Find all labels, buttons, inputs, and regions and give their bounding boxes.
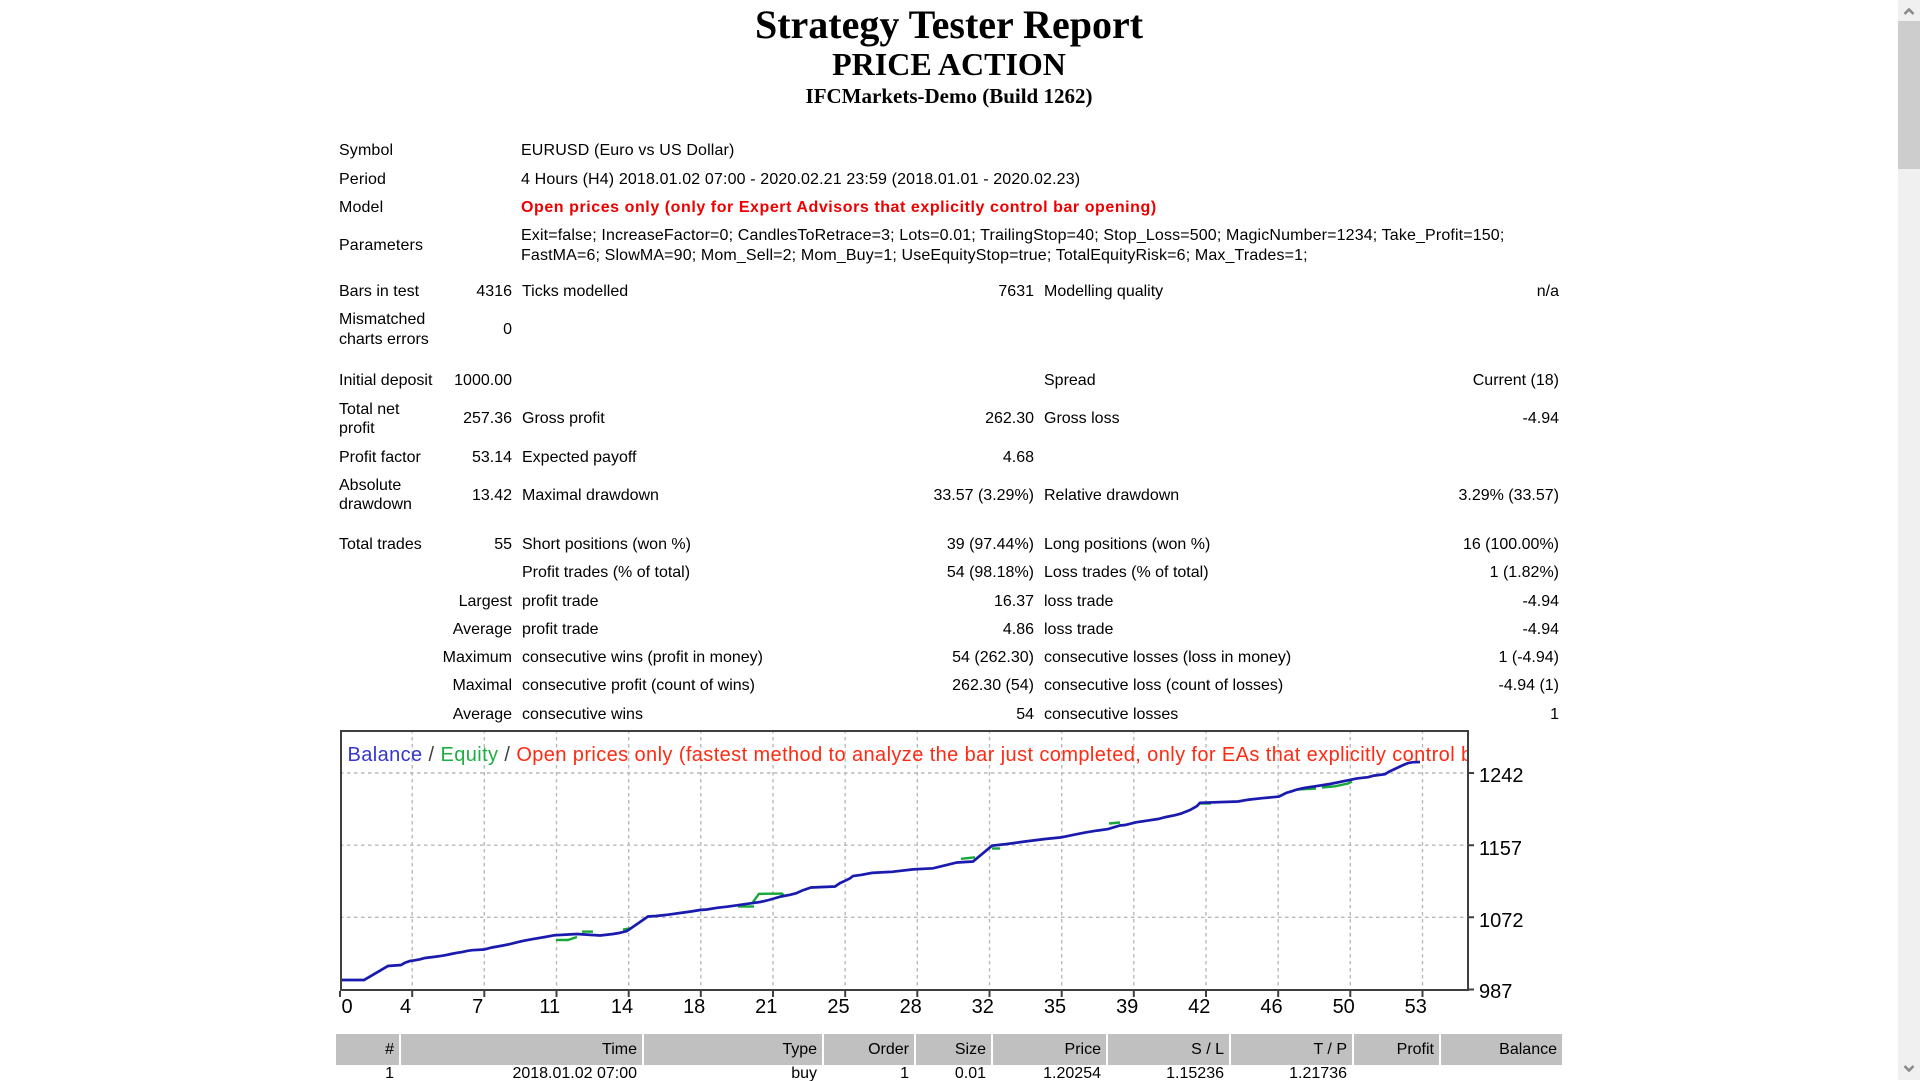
svg-text:28: 28	[900, 996, 922, 1018]
svg-text:Balance / Equity / Open prices: Balance / Equity / Open prices only (fas…	[348, 744, 1541, 766]
svg-text:53: 53	[1405, 996, 1427, 1018]
svg-text:35: 35	[1044, 996, 1066, 1018]
svg-text:1072: 1072	[1479, 910, 1524, 932]
svg-text:25: 25	[827, 996, 849, 1018]
svg-text:14: 14	[611, 996, 633, 1018]
svg-text:1242: 1242	[1479, 765, 1524, 787]
svg-text:987: 987	[1479, 981, 1512, 1003]
svg-text:42: 42	[1188, 996, 1210, 1018]
svg-text:7: 7	[472, 996, 483, 1018]
svg-text:18: 18	[683, 996, 705, 1018]
svg-text:4: 4	[400, 996, 411, 1018]
svg-text:0: 0	[341, 996, 352, 1018]
svg-text:21: 21	[755, 996, 777, 1018]
svg-text:39: 39	[1116, 996, 1138, 1018]
svg-text:11: 11	[539, 996, 560, 1018]
svg-text:50: 50	[1333, 996, 1355, 1018]
svg-text:1157: 1157	[1479, 838, 1522, 860]
svg-text:32: 32	[972, 996, 994, 1018]
svg-text:46: 46	[1260, 996, 1282, 1018]
